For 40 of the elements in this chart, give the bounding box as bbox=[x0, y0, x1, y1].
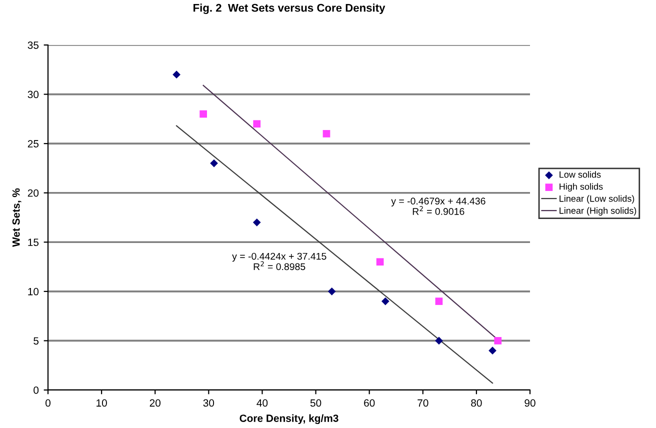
y-tick-label: 30 bbox=[28, 90, 39, 98]
y-tick-label: 5 bbox=[34, 337, 39, 345]
x-tick-label: 80 bbox=[471, 399, 482, 407]
y-tick-label: 20 bbox=[28, 189, 39, 197]
x-tick-label: 0 bbox=[46, 399, 50, 407]
point bbox=[435, 336, 443, 345]
point bbox=[252, 218, 261, 226]
x-tick-label: 50 bbox=[310, 399, 322, 407]
y-tick-label: 25 bbox=[28, 140, 39, 148]
y-tick-label: 35 bbox=[28, 42, 39, 49]
point bbox=[253, 120, 261, 128]
point bbox=[376, 258, 384, 266]
legend-label: Low solids bbox=[560, 171, 601, 178]
x-tick-label: 40 bbox=[256, 399, 268, 407]
annotation: y = -0.4679x + 44.436 R$^{2}$ = 0.9016 bbox=[391, 198, 486, 215]
point bbox=[435, 298, 443, 305]
y-tick-label: 15 bbox=[28, 238, 39, 246]
x-tick-label: 90 bbox=[524, 399, 536, 407]
x-tick-label: 30 bbox=[203, 399, 214, 407]
annotation: y = -0.4424x + 37.415 R$^{2}$ = 0.8985 bbox=[232, 252, 326, 270]
point bbox=[328, 288, 336, 296]
point bbox=[322, 130, 330, 138]
point bbox=[200, 110, 207, 118]
chart-title: Fig. 2 Wet Sets versus Core Density bbox=[194, 4, 386, 14]
x-tick-label: 70 bbox=[418, 399, 428, 407]
x-axis-title: Core Density, kg/m3 bbox=[240, 414, 338, 424]
point bbox=[381, 297, 390, 306]
x-tick-label: 20 bbox=[150, 399, 160, 407]
legend-label: High solids bbox=[560, 183, 603, 192]
x-tick-label: 10 bbox=[96, 399, 107, 407]
point bbox=[172, 70, 180, 78]
legend-label: Linear (Low solids) bbox=[560, 195, 634, 204]
point bbox=[494, 337, 502, 344]
point bbox=[210, 159, 218, 168]
point bbox=[488, 346, 496, 354]
y-tick-label: 0 bbox=[34, 386, 39, 394]
y-tick-label: 10 bbox=[28, 288, 39, 296]
x-tick-label: 60 bbox=[364, 399, 375, 407]
legend-label: Linear (High solids) bbox=[560, 207, 636, 216]
y-axis-title: Wet Sets, % bbox=[12, 188, 22, 247]
